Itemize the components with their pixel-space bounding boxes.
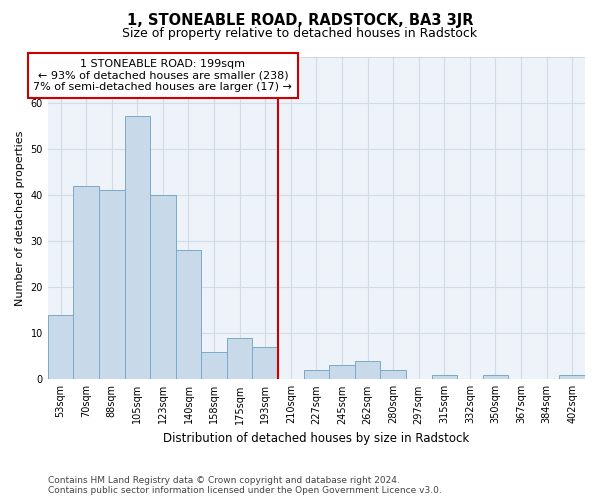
Text: 1, STONEABLE ROAD, RADSTOCK, BA3 3JR: 1, STONEABLE ROAD, RADSTOCK, BA3 3JR: [127, 12, 473, 28]
Bar: [125, 116, 150, 380]
Bar: [304, 370, 329, 380]
Bar: [201, 352, 227, 380]
Bar: [73, 186, 99, 380]
X-axis label: Distribution of detached houses by size in Radstock: Distribution of detached houses by size …: [163, 432, 470, 445]
Bar: [176, 250, 201, 380]
Bar: [431, 374, 457, 380]
Bar: [329, 366, 355, 380]
Bar: [150, 195, 176, 380]
Bar: [482, 374, 508, 380]
Bar: [227, 338, 253, 380]
Text: Size of property relative to detached houses in Radstock: Size of property relative to detached ho…: [122, 28, 478, 40]
Bar: [48, 314, 73, 380]
Bar: [253, 347, 278, 380]
Text: Contains HM Land Registry data © Crown copyright and database right 2024.
Contai: Contains HM Land Registry data © Crown c…: [48, 476, 442, 495]
Y-axis label: Number of detached properties: Number of detached properties: [15, 130, 25, 306]
Bar: [99, 190, 125, 380]
Bar: [355, 361, 380, 380]
Bar: [380, 370, 406, 380]
Text: 1 STONEABLE ROAD: 199sqm
← 93% of detached houses are smaller (238)
7% of semi-d: 1 STONEABLE ROAD: 199sqm ← 93% of detach…: [34, 59, 292, 92]
Bar: [559, 374, 585, 380]
